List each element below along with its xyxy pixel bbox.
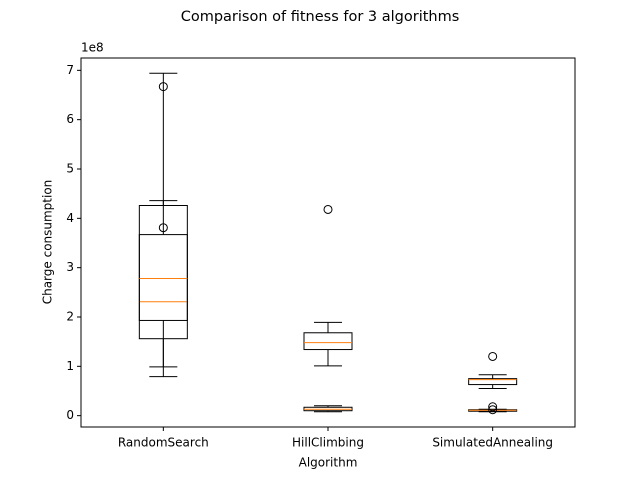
y-tick-label: 4 bbox=[66, 211, 74, 225]
y-offset-label: 1e8 bbox=[81, 41, 104, 55]
outlier bbox=[158, 223, 168, 233]
outlier bbox=[158, 82, 168, 92]
box bbox=[138, 234, 188, 321]
outlier bbox=[323, 204, 333, 214]
x-tick-label: RandomSearch bbox=[118, 436, 209, 450]
y-tick-label: 3 bbox=[66, 260, 74, 274]
outlier bbox=[488, 405, 498, 415]
x-tick-label: SimulatedAnnealing bbox=[432, 436, 553, 450]
plot-frame bbox=[80, 57, 576, 428]
box bbox=[303, 332, 353, 351]
y-tick-label: 0 bbox=[66, 408, 74, 422]
y-tick-label: 7 bbox=[66, 63, 74, 77]
x-tick-label: HillClimbing bbox=[292, 436, 364, 450]
outlier bbox=[488, 351, 498, 361]
y-tick-label: 1 bbox=[66, 359, 74, 373]
y-axis-label: Charge consumption bbox=[41, 180, 55, 305]
box bbox=[468, 378, 518, 386]
outlier bbox=[488, 402, 498, 412]
y-tick-label: 5 bbox=[66, 161, 74, 175]
chart-title: Comparison of fitness for 3 algorithms bbox=[181, 9, 460, 25]
y-tick-label: 6 bbox=[66, 112, 74, 126]
y-tick-label: 2 bbox=[66, 309, 74, 323]
x-axis-label: Algorithm bbox=[299, 456, 358, 470]
